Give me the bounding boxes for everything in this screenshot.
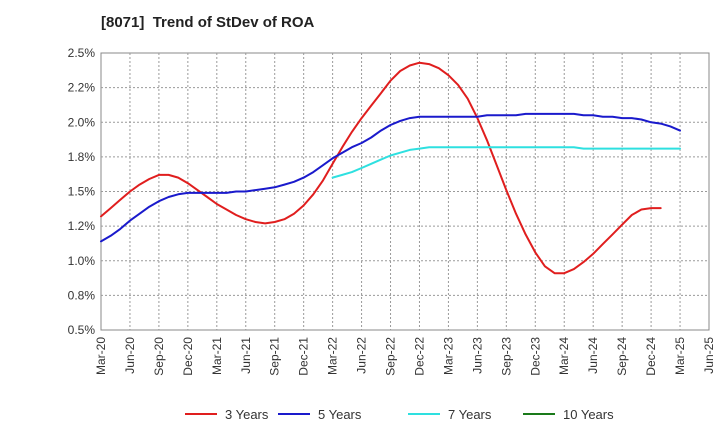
x-tick-label: Dec-20 xyxy=(181,337,195,376)
x-tick-label: Jun-24 xyxy=(586,337,600,374)
x-tick-label: Sep-23 xyxy=(499,337,513,376)
y-tick-label: 0.8% xyxy=(68,288,96,302)
x-tick-label: Jun-25 xyxy=(702,337,716,374)
y-tick-label: 1.8% xyxy=(68,150,96,164)
x-tick-label: Sep-22 xyxy=(384,337,398,376)
x-tick-label: Sep-20 xyxy=(152,337,166,376)
y-tick-label: 2.0% xyxy=(68,115,96,129)
y-tick-label: 2.5% xyxy=(68,46,96,60)
x-tick-label: Dec-23 xyxy=(528,337,542,376)
y-tick-label: 1.2% xyxy=(68,219,96,233)
y-axis-ticks: 0.5% 0.8% 1.0% 1.2% 1.5% 1.8% 2.0% 2.2% 2.5% xyxy=(68,46,96,337)
x-tick-label: Jun-21 xyxy=(239,337,253,374)
legend: 3 Years 5 Years 7 Years 10 Years xyxy=(185,407,614,422)
series-lines xyxy=(100,61,681,275)
legend-label: 3 Years xyxy=(225,407,269,422)
x-tick-label: Jun-20 xyxy=(123,337,137,374)
x-tick-label: Mar-21 xyxy=(210,337,224,375)
x-tick-label: Mar-24 xyxy=(557,337,571,375)
x-tick-label: Jun-22 xyxy=(355,337,369,374)
chart-title: [8071] Trend of StDev of ROA xyxy=(101,14,315,31)
x-tick-label: Dec-21 xyxy=(297,337,311,376)
x-tick-label: Dec-24 xyxy=(644,337,658,376)
x-tick-label: Sep-21 xyxy=(268,337,282,376)
legend-label: 10 Years xyxy=(563,407,614,422)
x-tick-label: Dec-22 xyxy=(412,337,426,376)
y-tick-label: 0.5% xyxy=(68,323,96,337)
x-axis-ticks: Mar-20 Jun-20 Sep-20 Dec-20 Mar-21 Jun-21 Sep-… xyxy=(94,337,716,376)
x-tick-label: Sep-24 xyxy=(615,337,629,376)
x-tick-label: Mar-23 xyxy=(441,337,455,375)
y-tick-label: 1.5% xyxy=(68,185,96,199)
series-line-7-years xyxy=(331,146,681,179)
series-line-5-years xyxy=(100,112,681,243)
x-tick-label: Mar-22 xyxy=(326,337,340,375)
y-tick-label: 2.2% xyxy=(68,81,96,95)
x-tick-label: Mar-25 xyxy=(673,337,687,375)
series-line-3-years xyxy=(100,61,662,275)
x-tick-label: Jun-23 xyxy=(470,337,484,374)
legend-label: 5 Years xyxy=(318,407,362,422)
y-tick-label: 1.0% xyxy=(68,254,96,268)
grid xyxy=(100,52,710,331)
x-tick-label: Mar-20 xyxy=(94,337,108,375)
legend-label: 7 Years xyxy=(448,407,492,422)
